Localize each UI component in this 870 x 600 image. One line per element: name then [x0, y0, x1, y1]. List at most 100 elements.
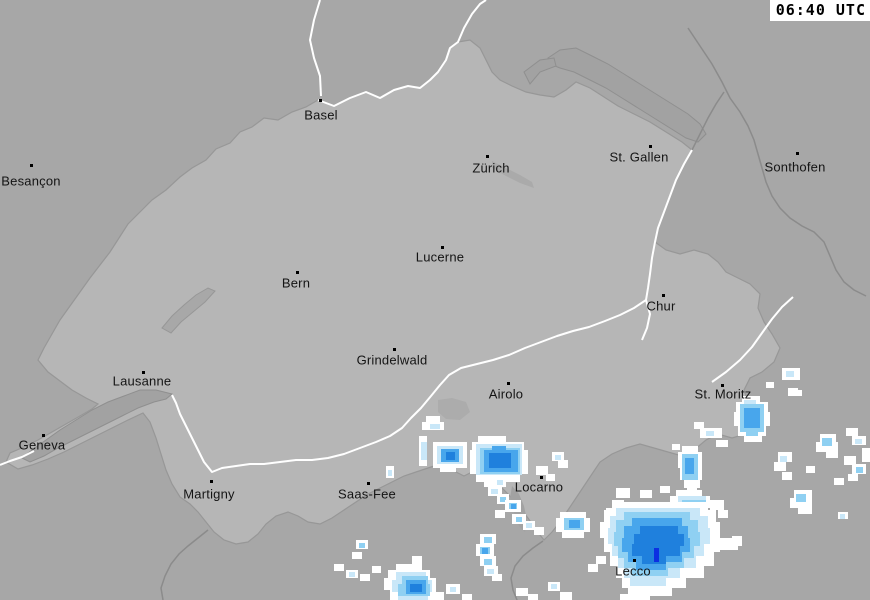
radar-cell	[780, 456, 787, 462]
timestamp-badge: 06:40 UTC	[769, 0, 870, 21]
radar-cell	[551, 584, 557, 589]
lake-constance-finger	[523, 57, 557, 85]
radar-cell	[569, 520, 580, 528]
river-rhine-north	[309, 0, 322, 97]
city-dot-st-moritz	[721, 384, 724, 387]
radar-cell	[746, 430, 758, 436]
city-dot-lucerne	[441, 246, 444, 249]
radar-cell	[788, 388, 798, 396]
city-dot-airolo	[507, 382, 510, 385]
radar-cell	[687, 486, 697, 492]
city-dot-locarno	[540, 476, 543, 479]
radar-cell	[484, 537, 492, 543]
lake-zurich	[492, 161, 534, 188]
radar-cell	[720, 538, 738, 550]
radar-cell	[636, 560, 666, 570]
radar-cell	[492, 446, 506, 452]
radar-cell	[359, 543, 365, 548]
radar-cell	[684, 478, 700, 488]
radar-cell	[334, 564, 344, 571]
radar-cell	[616, 488, 630, 498]
radar-cell	[446, 452, 455, 460]
city-label-lucerne: Lucerne	[415, 249, 465, 265]
radar-cell	[744, 400, 756, 406]
radar-cell	[794, 390, 802, 396]
radar-cell	[528, 594, 538, 600]
radar-cell	[694, 422, 704, 429]
lake-geneva	[21, 389, 174, 463]
river-alpine-rhine	[645, 149, 693, 301]
radar-cell	[410, 584, 422, 592]
radar-cell	[826, 450, 838, 458]
radar-cell	[492, 574, 502, 581]
city-label-saas-fee: Saas-Fee	[338, 486, 396, 502]
radar-cell	[421, 442, 427, 460]
radar-cell	[640, 526, 678, 536]
city-label-sonthofen: Sonthofen	[764, 159, 826, 175]
border-italy-ticino	[510, 540, 544, 600]
city-label-bern: Bern	[281, 275, 311, 291]
radar-cell	[560, 512, 586, 520]
radar-cell	[484, 559, 492, 565]
radar-cell	[412, 556, 422, 564]
rivers	[0, 0, 794, 473]
radar-cell	[489, 453, 511, 468]
city-dot-geneva	[42, 434, 45, 437]
radar-cell	[500, 497, 506, 502]
radar-cell	[630, 576, 666, 586]
radar-cell	[562, 530, 584, 538]
river-inn	[711, 296, 794, 383]
city-label-z-rich: Zürich	[472, 160, 510, 176]
radar-cell	[596, 556, 606, 564]
radar-cell	[546, 474, 555, 481]
radar-cell	[526, 523, 532, 528]
radar-cell	[430, 592, 444, 600]
radar-precipitation-layer	[334, 368, 870, 600]
city-label-geneva: Geneva	[18, 437, 66, 453]
city-dot-lecco	[633, 559, 636, 562]
city-label-locarno: Locarno	[514, 479, 564, 495]
radar-cell	[798, 506, 812, 514]
city-label-lecco: Lecco	[615, 563, 651, 579]
radar-cell	[632, 566, 668, 576]
city-label-besan-on: Besançon	[1, 173, 61, 189]
radar-cell	[774, 462, 786, 471]
radar-cell	[676, 490, 702, 500]
radar-cell	[450, 587, 456, 592]
city-label-st-moritz: St. Moritz	[694, 386, 752, 402]
radar-cell	[495, 510, 505, 518]
city-dot-chur	[662, 294, 665, 297]
radar-cell	[744, 434, 762, 442]
city-label-st-gallen: St. Gallen	[609, 149, 669, 165]
city-dot-besan-on	[30, 164, 33, 167]
radar-cell	[372, 566, 381, 573]
radar-cell	[516, 517, 522, 522]
radar-cell	[555, 455, 561, 460]
radar-cell	[482, 548, 488, 554]
radar-cell	[588, 564, 598, 572]
border-france-italy	[160, 529, 209, 600]
radar-cell	[360, 574, 370, 581]
radar-cell	[766, 382, 774, 388]
lake-neuchatel	[161, 287, 216, 334]
city-label-chur: Chur	[646, 298, 676, 314]
city-dot-sonthofen	[796, 152, 799, 155]
radar-cell	[491, 489, 498, 494]
radar-cell	[816, 442, 838, 452]
radar-cell	[660, 486, 670, 493]
radar-cell	[478, 436, 506, 444]
city-dot-lausanne	[142, 371, 145, 374]
radar-cell	[558, 460, 568, 468]
city-label-basel: Basel	[304, 107, 338, 123]
radar-cell	[426, 416, 440, 424]
radar-cell	[856, 467, 863, 473]
radar-cell	[682, 446, 698, 454]
radar-cell	[534, 527, 544, 535]
radar-cell	[624, 512, 690, 522]
radar-cell	[497, 480, 503, 485]
country-borders	[160, 27, 867, 600]
border-germany-austria	[687, 27, 867, 297]
radar-cell	[430, 424, 440, 429]
